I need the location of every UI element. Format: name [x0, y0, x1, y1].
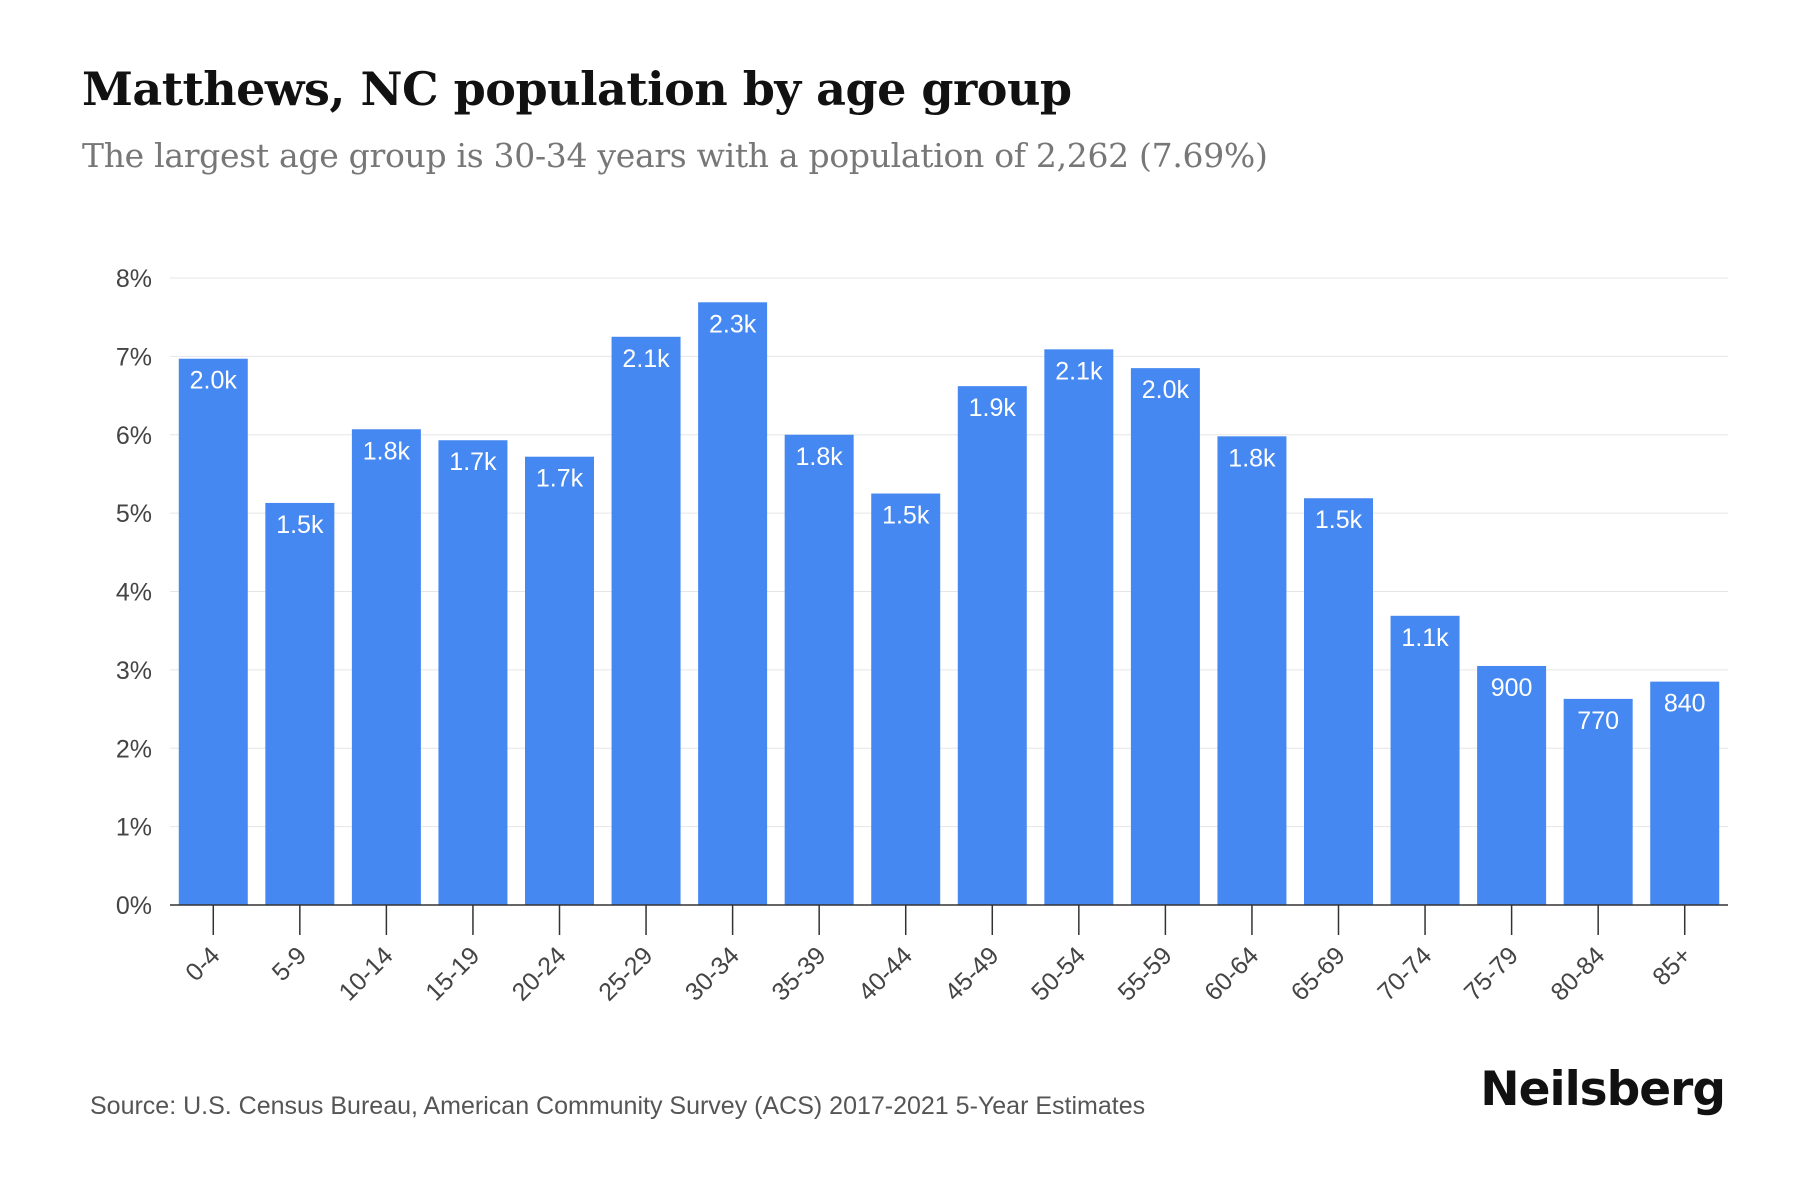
x-tick-label: 80-84: [1545, 941, 1610, 1006]
bar-value-label: 2.0k: [190, 367, 238, 395]
y-tick-label: 4%: [116, 579, 152, 607]
y-tick-label: 7%: [116, 343, 152, 371]
bar-value-label: 1.9k: [969, 394, 1017, 422]
y-tick-label: 1%: [116, 814, 152, 842]
y-tick-label: 8%: [116, 265, 152, 293]
bar: [784, 434, 854, 905]
bar: [871, 493, 941, 905]
bar-value-label: 1.8k: [796, 443, 844, 471]
bar-value-label: 1.1k: [1401, 624, 1449, 652]
bar-value-label: 2.3k: [709, 310, 757, 338]
bar-value-label: 770: [1577, 707, 1619, 735]
bar-value-label: 2.1k: [622, 345, 670, 373]
bar: [698, 302, 768, 905]
x-tick-label: 55-59: [1113, 941, 1178, 1006]
chart-subtitle: The largest age group is 30-34 years wit…: [82, 136, 1268, 175]
y-tick-label: 6%: [116, 422, 152, 450]
x-tick-label: 75-79: [1459, 941, 1524, 1006]
x-tick-label: 70-74: [1372, 941, 1437, 1006]
x-tick-label: 15-19: [420, 941, 485, 1006]
bar-value-label: 1.8k: [1228, 444, 1276, 472]
x-tick-label: 5-9: [267, 941, 312, 986]
x-tick-label: 65-69: [1286, 941, 1351, 1006]
x-tick-label: 10-14: [334, 941, 399, 1006]
bar-value-label: 1.5k: [276, 511, 324, 539]
bar: [1390, 615, 1460, 905]
bar-value-label: 1.7k: [449, 448, 497, 476]
bar-value-label: 2.1k: [1055, 357, 1103, 385]
x-tick-label: 50-54: [1026, 941, 1091, 1006]
bar-value-label: 1.5k: [882, 502, 930, 530]
bar: [265, 502, 335, 905]
bar-value-label: 2.0k: [1142, 376, 1190, 404]
brand-logo: Neilsberg: [1480, 1062, 1726, 1117]
bar-value-label: 900: [1491, 674, 1533, 702]
x-tick-label: 85+: [1647, 941, 1697, 991]
x-tick-label: 30-34: [680, 941, 745, 1006]
bar: [1304, 498, 1373, 905]
bar-value-label: 1.5k: [1315, 506, 1363, 534]
x-tick-label: 0-4: [180, 941, 225, 986]
x-tick-label: 40-44: [853, 941, 918, 1006]
x-tick-label: 45-49: [939, 941, 1004, 1006]
bar: [525, 456, 594, 905]
x-tick-label: 25-29: [593, 941, 658, 1006]
y-tick-label: 3%: [116, 657, 152, 685]
bar-value-label: 840: [1664, 690, 1706, 718]
y-tick-label: 5%: [116, 500, 152, 528]
bar-value-label: 1.7k: [536, 465, 584, 493]
bar: [1130, 368, 1200, 906]
bar: [438, 440, 508, 905]
bar: [611, 336, 681, 905]
bar: [1563, 698, 1633, 905]
bar: [957, 386, 1027, 906]
bar: [1217, 436, 1287, 905]
bar: [178, 358, 248, 905]
chart-title: Matthews, NC population by age group: [82, 62, 1072, 116]
y-tick-label: 2%: [116, 735, 152, 763]
x-tick-label: 35-39: [766, 941, 831, 1006]
y-tick-label: 0%: [116, 892, 152, 920]
bar: [351, 429, 421, 905]
bar: [1650, 681, 1720, 905]
bar-value-label: 1.8k: [363, 437, 411, 465]
bar: [1477, 665, 1547, 905]
bar: [1044, 349, 1114, 905]
source-note: Source: U.S. Census Bureau, American Com…: [90, 1092, 1146, 1120]
x-tick-label: 20-24: [507, 941, 572, 1006]
x-tick-label: 60-64: [1199, 941, 1264, 1006]
